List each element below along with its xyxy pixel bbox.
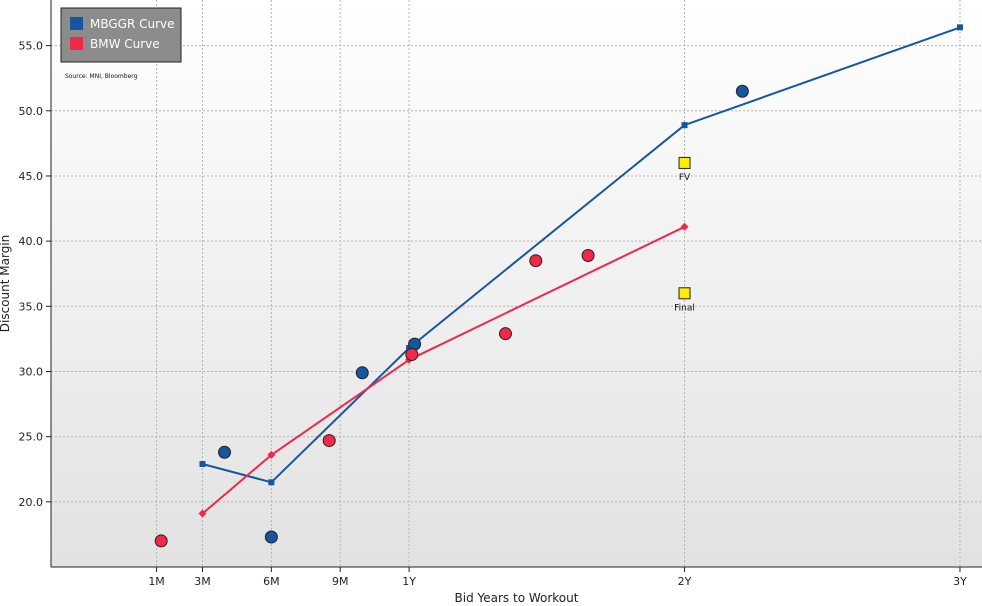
curve-marker — [681, 122, 688, 129]
annotation-label: Final — [674, 303, 695, 313]
y-tick-label: 50.0 — [19, 105, 44, 118]
annotation-layer: FV Final — [674, 156, 695, 313]
y-tick-label: 40.0 — [19, 235, 44, 248]
legend: MBGGR Curve BMW Curve Source: MNI, Bloombe… — [60, 7, 182, 80]
data-point — [735, 84, 749, 98]
x-tick-label: 1Y — [402, 575, 416, 588]
y-axis-title: Discount Margin — [0, 235, 12, 332]
data-point — [581, 248, 595, 262]
annotation-label: FV — [679, 173, 691, 183]
x-tick-label: 9M — [332, 575, 349, 588]
curve-marker — [267, 450, 276, 459]
data-point — [529, 254, 543, 268]
data-point — [498, 327, 512, 341]
legend-swatch — [70, 37, 83, 50]
curve-marker — [956, 24, 963, 31]
grid — [51, 0, 982, 567]
series-layer — [154, 24, 963, 548]
axes: 20.0 25.0 30.0 35.0 40.0 45.0 50.0 55.0 1M 3M 6M 9M… — [19, 0, 982, 588]
x-tick-label: 1M — [148, 575, 165, 588]
x-tick-label: 6M — [263, 575, 280, 588]
x-tick-label: 3Y — [953, 575, 967, 588]
x-tick-label: 3M — [194, 575, 211, 588]
legend-label: MBGGR Curve — [90, 17, 175, 31]
data-point — [322, 434, 336, 448]
plot-background — [51, 0, 982, 567]
data-point — [405, 348, 419, 362]
legend-label: BMW Curve — [90, 37, 160, 51]
curve-line — [201, 225, 685, 515]
x-tick-label: 2Y — [678, 575, 692, 588]
data-point — [355, 366, 369, 380]
data-point — [154, 534, 168, 548]
curve-marker — [680, 222, 689, 231]
curve-marker — [406, 345, 413, 352]
y-tick-label: 55.0 — [19, 40, 44, 53]
y-tick-label: 45.0 — [19, 170, 44, 183]
curve-marker — [268, 479, 275, 486]
source-note: Source: MNI, Bloomberg — [65, 73, 138, 80]
annotation-marker — [678, 287, 691, 300]
y-tick-label: 35.0 — [19, 300, 44, 313]
x-axis-title: Bid Years to Workout — [455, 591, 579, 605]
data-point — [264, 530, 278, 544]
y-tick-label: 25.0 — [19, 431, 44, 444]
y-tick-label: 20.0 — [19, 496, 44, 509]
annotation-marker — [678, 156, 691, 169]
curve-marker — [198, 509, 207, 518]
curve-marker — [199, 461, 206, 468]
y-tick-label: 30.0 — [19, 365, 44, 378]
data-point — [218, 445, 232, 459]
legend-swatch — [70, 17, 83, 30]
